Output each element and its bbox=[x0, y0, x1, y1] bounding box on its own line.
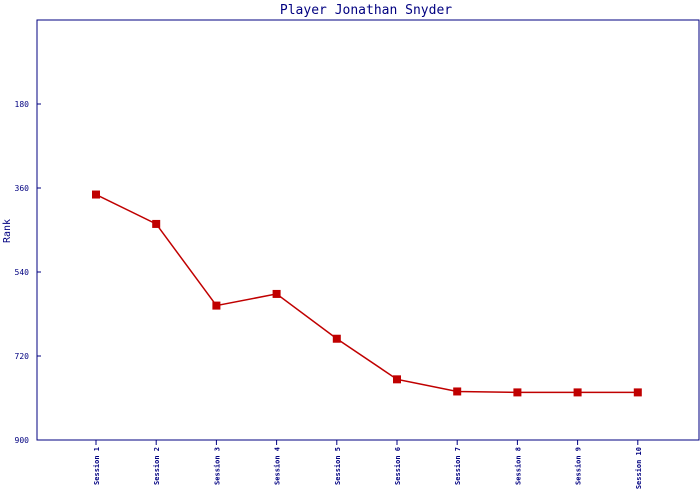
data-point-marker bbox=[453, 387, 462, 396]
x-tick-label: Session 2 bbox=[153, 447, 161, 485]
y-tick-label: 180 bbox=[15, 100, 30, 109]
x-tick-label: Session 4 bbox=[274, 447, 282, 485]
data-point-marker bbox=[573, 388, 582, 397]
y-axis-label: Rank bbox=[2, 219, 13, 243]
x-tick-label: Session 8 bbox=[514, 447, 522, 485]
plot-area-frame bbox=[36, 19, 700, 441]
data-point-marker bbox=[393, 375, 401, 384]
series-line bbox=[95, 193, 638, 394]
data-point-marker bbox=[513, 388, 522, 397]
data-point-marker bbox=[633, 388, 642, 397]
x-tick-label: Session 1 bbox=[93, 447, 101, 485]
data-point-marker bbox=[332, 334, 341, 343]
x-tick-label: Session 3 bbox=[213, 447, 221, 485]
x-tick-label: Session 6 bbox=[394, 447, 402, 485]
y-tick-label: 360 bbox=[15, 184, 30, 193]
x-axis-ticks: Session 1 Session 2 Session 3 Session 4 Sess… bbox=[93, 440, 643, 489]
series-layer bbox=[92, 190, 642, 397]
chart-title: Player Jonathan Snyder bbox=[280, 3, 452, 18]
data-point-marker bbox=[92, 190, 100, 199]
y-tick-label: 540 bbox=[15, 268, 30, 277]
x-tick-label: Session 9 bbox=[575, 447, 583, 485]
x-tick-label: Session 5 bbox=[334, 447, 342, 485]
x-tick-label: Session 7 bbox=[454, 447, 462, 485]
x-tick-label: Session 10 bbox=[635, 447, 643, 489]
y-axis-ticks: 180 360 540 720 900 bbox=[15, 100, 41, 445]
data-point-marker bbox=[152, 219, 161, 228]
y-tick-label: 720 bbox=[15, 352, 30, 361]
y-tick-label: 900 bbox=[15, 436, 30, 445]
data-point-marker bbox=[272, 289, 281, 298]
data-point-marker bbox=[212, 301, 221, 310]
